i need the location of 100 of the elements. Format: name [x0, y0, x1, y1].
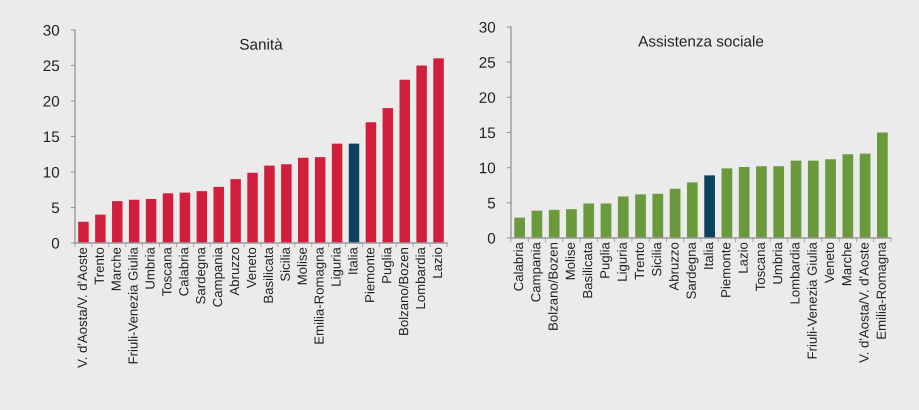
y-tick-label: 5: [488, 198, 496, 209]
bar: [332, 144, 342, 243]
bar: [635, 194, 646, 238]
bar: [670, 188, 680, 238]
y-tick-label: 30: [43, 24, 60, 36]
x-tick-label: Piemonte: [720, 242, 730, 297]
x-tick-label: Veneto: [246, 248, 256, 288]
x-tick-label: Puglia: [600, 242, 612, 278]
bar: [433, 58, 444, 243]
bar: [687, 182, 698, 238]
y-tick-label: 0: [52, 238, 60, 249]
x-tick-label: Friuli-Venezia Giulia: [807, 242, 817, 358]
bar: [213, 186, 224, 243]
x-tick-label: Sicilia: [652, 242, 662, 276]
x-tick-label: Calabria: [513, 242, 524, 291]
x-tick-label: Sardegna: [196, 247, 208, 304]
x-tick-label: Puglia: [382, 247, 394, 283]
bar: [264, 166, 275, 243]
bar: [382, 108, 394, 243]
x-tick-label: Lombardia: [790, 242, 800, 304]
bar: [247, 172, 258, 243]
bar: [128, 200, 140, 243]
y-tick-label: 10: [44, 166, 60, 178]
x-tick-label: Toscana: [756, 242, 765, 292]
x-tick-label: Toscana: [162, 247, 172, 296]
x-tick-label: Trento: [634, 242, 644, 280]
x-tick-label: Friuli-Venezia Giulia: [128, 247, 138, 364]
y-tick-label: 25: [44, 60, 60, 72]
bar: [756, 166, 767, 238]
y-tick-label: 20: [480, 92, 496, 104]
bar: [825, 159, 836, 238]
x-tick-label: Liguria: [617, 242, 630, 281]
bar: [738, 166, 750, 238]
x-tick-label: Umbria: [772, 242, 782, 284]
x-tick-label: Italia: [703, 242, 714, 269]
bar: [583, 204, 594, 238]
x-tick-label: Marche: [842, 242, 852, 286]
y-tick-label: 15: [480, 128, 496, 138]
x-tick-label: Emilia-Romagna: [314, 247, 326, 344]
bar: [548, 210, 560, 238]
x-tick-label: Abruzzo: [668, 242, 679, 291]
bar: [566, 209, 577, 238]
bar: [808, 160, 819, 238]
bar: [196, 191, 208, 243]
bar: [78, 222, 89, 243]
bar: [618, 196, 629, 238]
bar: [112, 201, 123, 243]
x-tick-label: Marche: [111, 248, 121, 290]
bar: [704, 175, 715, 238]
bar: [416, 66, 427, 243]
y-tick-label: 30: [479, 22, 496, 33]
x-tick-label: Piemonte: [364, 248, 374, 302]
x-tick-label: Basilicata: [582, 242, 592, 298]
x-tick-label: Bolzano/Bozen: [548, 243, 558, 330]
bar: [773, 166, 784, 238]
bar: [532, 210, 542, 238]
bar: [314, 157, 326, 243]
bar: [348, 144, 360, 243]
bar: [790, 160, 802, 238]
x-tick-label: Basilicata: [263, 247, 273, 303]
y-tick-label: 20: [44, 96, 60, 107]
bar: [399, 80, 410, 243]
bar: [877, 132, 888, 238]
chart-title: Assistenza sociale: [638, 35, 764, 47]
bar: [600, 204, 612, 238]
x-tick-label: Calabria: [178, 247, 188, 296]
bar: [281, 164, 292, 243]
x-tick-label: Lazio: [432, 248, 442, 278]
x-tick-label: Campania: [212, 247, 225, 307]
bar: [722, 168, 732, 238]
x-tick-label: Campania: [530, 242, 544, 302]
x-tick-label: Lazio: [738, 242, 748, 273]
x-tick-label: Lombardia: [415, 247, 426, 308]
bar: [230, 179, 241, 243]
y-tick-label: 25: [480, 57, 496, 68]
x-tick-label: Bolzano/Bozen: [398, 248, 408, 335]
x-tick-label: V. d'Aosta/V. d'Aoste: [77, 248, 87, 368]
bar: [842, 154, 854, 238]
x-tick-label: Umbria: [144, 247, 155, 289]
x-tick-label: Liguria: [330, 247, 344, 286]
bar: [298, 158, 309, 243]
y-tick-label: 5: [52, 202, 60, 214]
x-tick-label: Sardegna: [686, 242, 699, 299]
bar: [514, 218, 525, 238]
bar: [180, 192, 190, 243]
x-tick-label: Molise: [297, 248, 307, 284]
bar: [162, 193, 174, 243]
bar: [95, 214, 106, 243]
x-tick-label: Emilia-Romagna: [876, 242, 889, 339]
x-tick-label: Veneto: [824, 242, 834, 284]
bar: [366, 122, 376, 243]
x-tick-label: V. d'Aosta/V. d'Aoste: [858, 242, 869, 363]
x-tick-label: Italia: [348, 247, 358, 274]
x-tick-label: Molise: [565, 242, 575, 280]
bar: [860, 154, 870, 238]
bar: [652, 194, 664, 238]
x-tick-label: Abruzzo: [229, 248, 240, 296]
y-tick-label: 10: [480, 162, 496, 174]
bar: [146, 198, 156, 243]
y-tick-label: 15: [44, 132, 60, 142]
